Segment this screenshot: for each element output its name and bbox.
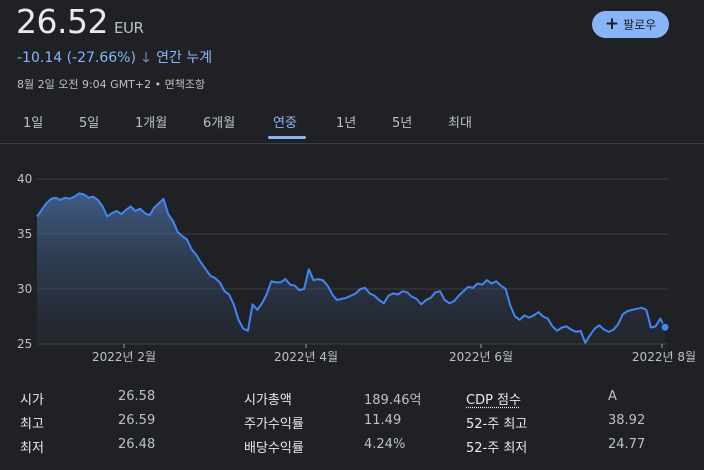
stat-label-pe-ratio: 주가수익률 bbox=[244, 417, 304, 432]
active-tab-indicator bbox=[268, 136, 306, 139]
chart-area-fill bbox=[37, 193, 665, 344]
stat-value-dividend-yield: 4.24% bbox=[364, 437, 406, 452]
y-tick-label: 25 bbox=[17, 337, 32, 351]
tab-max[interactable]: 최대 bbox=[448, 116, 472, 131]
stat-label-low: 최저 bbox=[20, 441, 44, 456]
chart-price-line bbox=[36, 192, 666, 344]
follow-button[interactable]: + 팔로우 bbox=[592, 11, 669, 38]
tab-1-day[interactable]: 1일 bbox=[23, 116, 44, 131]
stat-value-pe-ratio: 11.49 bbox=[364, 413, 402, 428]
stat-value-52w-high: 38.92 bbox=[608, 413, 646, 428]
tabs-divider bbox=[0, 143, 704, 144]
follow-label: 팔로우 bbox=[623, 18, 657, 32]
price-chart[interactable]: 40 35 30 25 2022년 2월 2022년 4월 2022년 6월 2022년 8… bbox=[0, 160, 704, 370]
stat-label-high: 최고 bbox=[20, 417, 44, 432]
tab-1-year[interactable]: 1년 bbox=[336, 116, 357, 131]
stat-value-open: 26.58 bbox=[118, 389, 156, 404]
y-tick-label: 30 bbox=[17, 282, 32, 296]
stat-label-52w-low: 52-주 최저 bbox=[466, 441, 528, 456]
price-change: -10.14 (-27.66%) 🡓 연간 누계 bbox=[17, 47, 212, 71]
stat-value-cdp-score: A bbox=[608, 389, 617, 404]
x-tick-label: 2022년 8월 bbox=[632, 350, 696, 364]
chart-current-point bbox=[660, 322, 670, 332]
tab-1-month[interactable]: 1개월 bbox=[135, 116, 168, 131]
stat-label-cdp-score[interactable]: CDP 점수 bbox=[466, 393, 521, 408]
tab-5-day[interactable]: 5일 bbox=[79, 116, 100, 131]
time-range-tabs: 1일 5일 1개월 6개월 연중 1년 5년 최대 bbox=[0, 112, 704, 142]
stat-label-52w-high: 52-주 최고 bbox=[466, 417, 528, 432]
stat-value-low: 26.48 bbox=[118, 437, 156, 452]
x-tick-label: 2022년 2월 bbox=[92, 350, 156, 364]
stat-value-52w-low: 24.77 bbox=[608, 437, 646, 452]
currency-label: EUR bbox=[113, 19, 144, 37]
arrow-down-icon: 🡓 bbox=[142, 50, 150, 66]
y-tick-label: 35 bbox=[17, 227, 32, 241]
tab-5-year[interactable]: 5년 bbox=[392, 116, 413, 131]
change-value: -10.14 (-27.66%) bbox=[17, 50, 136, 66]
y-axis-labels: 40 35 30 25 bbox=[17, 172, 32, 351]
tab-ytd[interactable]: 연중 bbox=[273, 116, 297, 131]
timestamp-disclaimer: 8월 2일 오전 9:04 GMT+2 • 면책조항 bbox=[17, 78, 206, 91]
x-tick-label: 2022년 4월 bbox=[274, 350, 338, 364]
stat-label-dividend-yield: 배당수익률 bbox=[244, 441, 304, 456]
current-price: 26.52 EUR bbox=[16, 2, 144, 41]
stat-label-open: 시가 bbox=[20, 393, 44, 408]
change-period: 연간 누계 bbox=[156, 50, 213, 66]
x-axis-labels: 2022년 2월 2022년 4월 2022년 6월 2022년 8월 bbox=[92, 344, 696, 364]
stat-label-market-cap: 시가총액 bbox=[244, 393, 292, 408]
x-tick-label: 2022년 6월 bbox=[449, 350, 513, 364]
plus-icon: + bbox=[604, 14, 620, 34]
tab-6-month[interactable]: 6개월 bbox=[203, 116, 236, 131]
price-value: 26.52 bbox=[16, 2, 108, 41]
y-tick-label: 40 bbox=[17, 172, 32, 186]
stat-value-high: 26.59 bbox=[118, 413, 156, 428]
stat-value-market-cap: 189.46억 bbox=[364, 393, 422, 408]
